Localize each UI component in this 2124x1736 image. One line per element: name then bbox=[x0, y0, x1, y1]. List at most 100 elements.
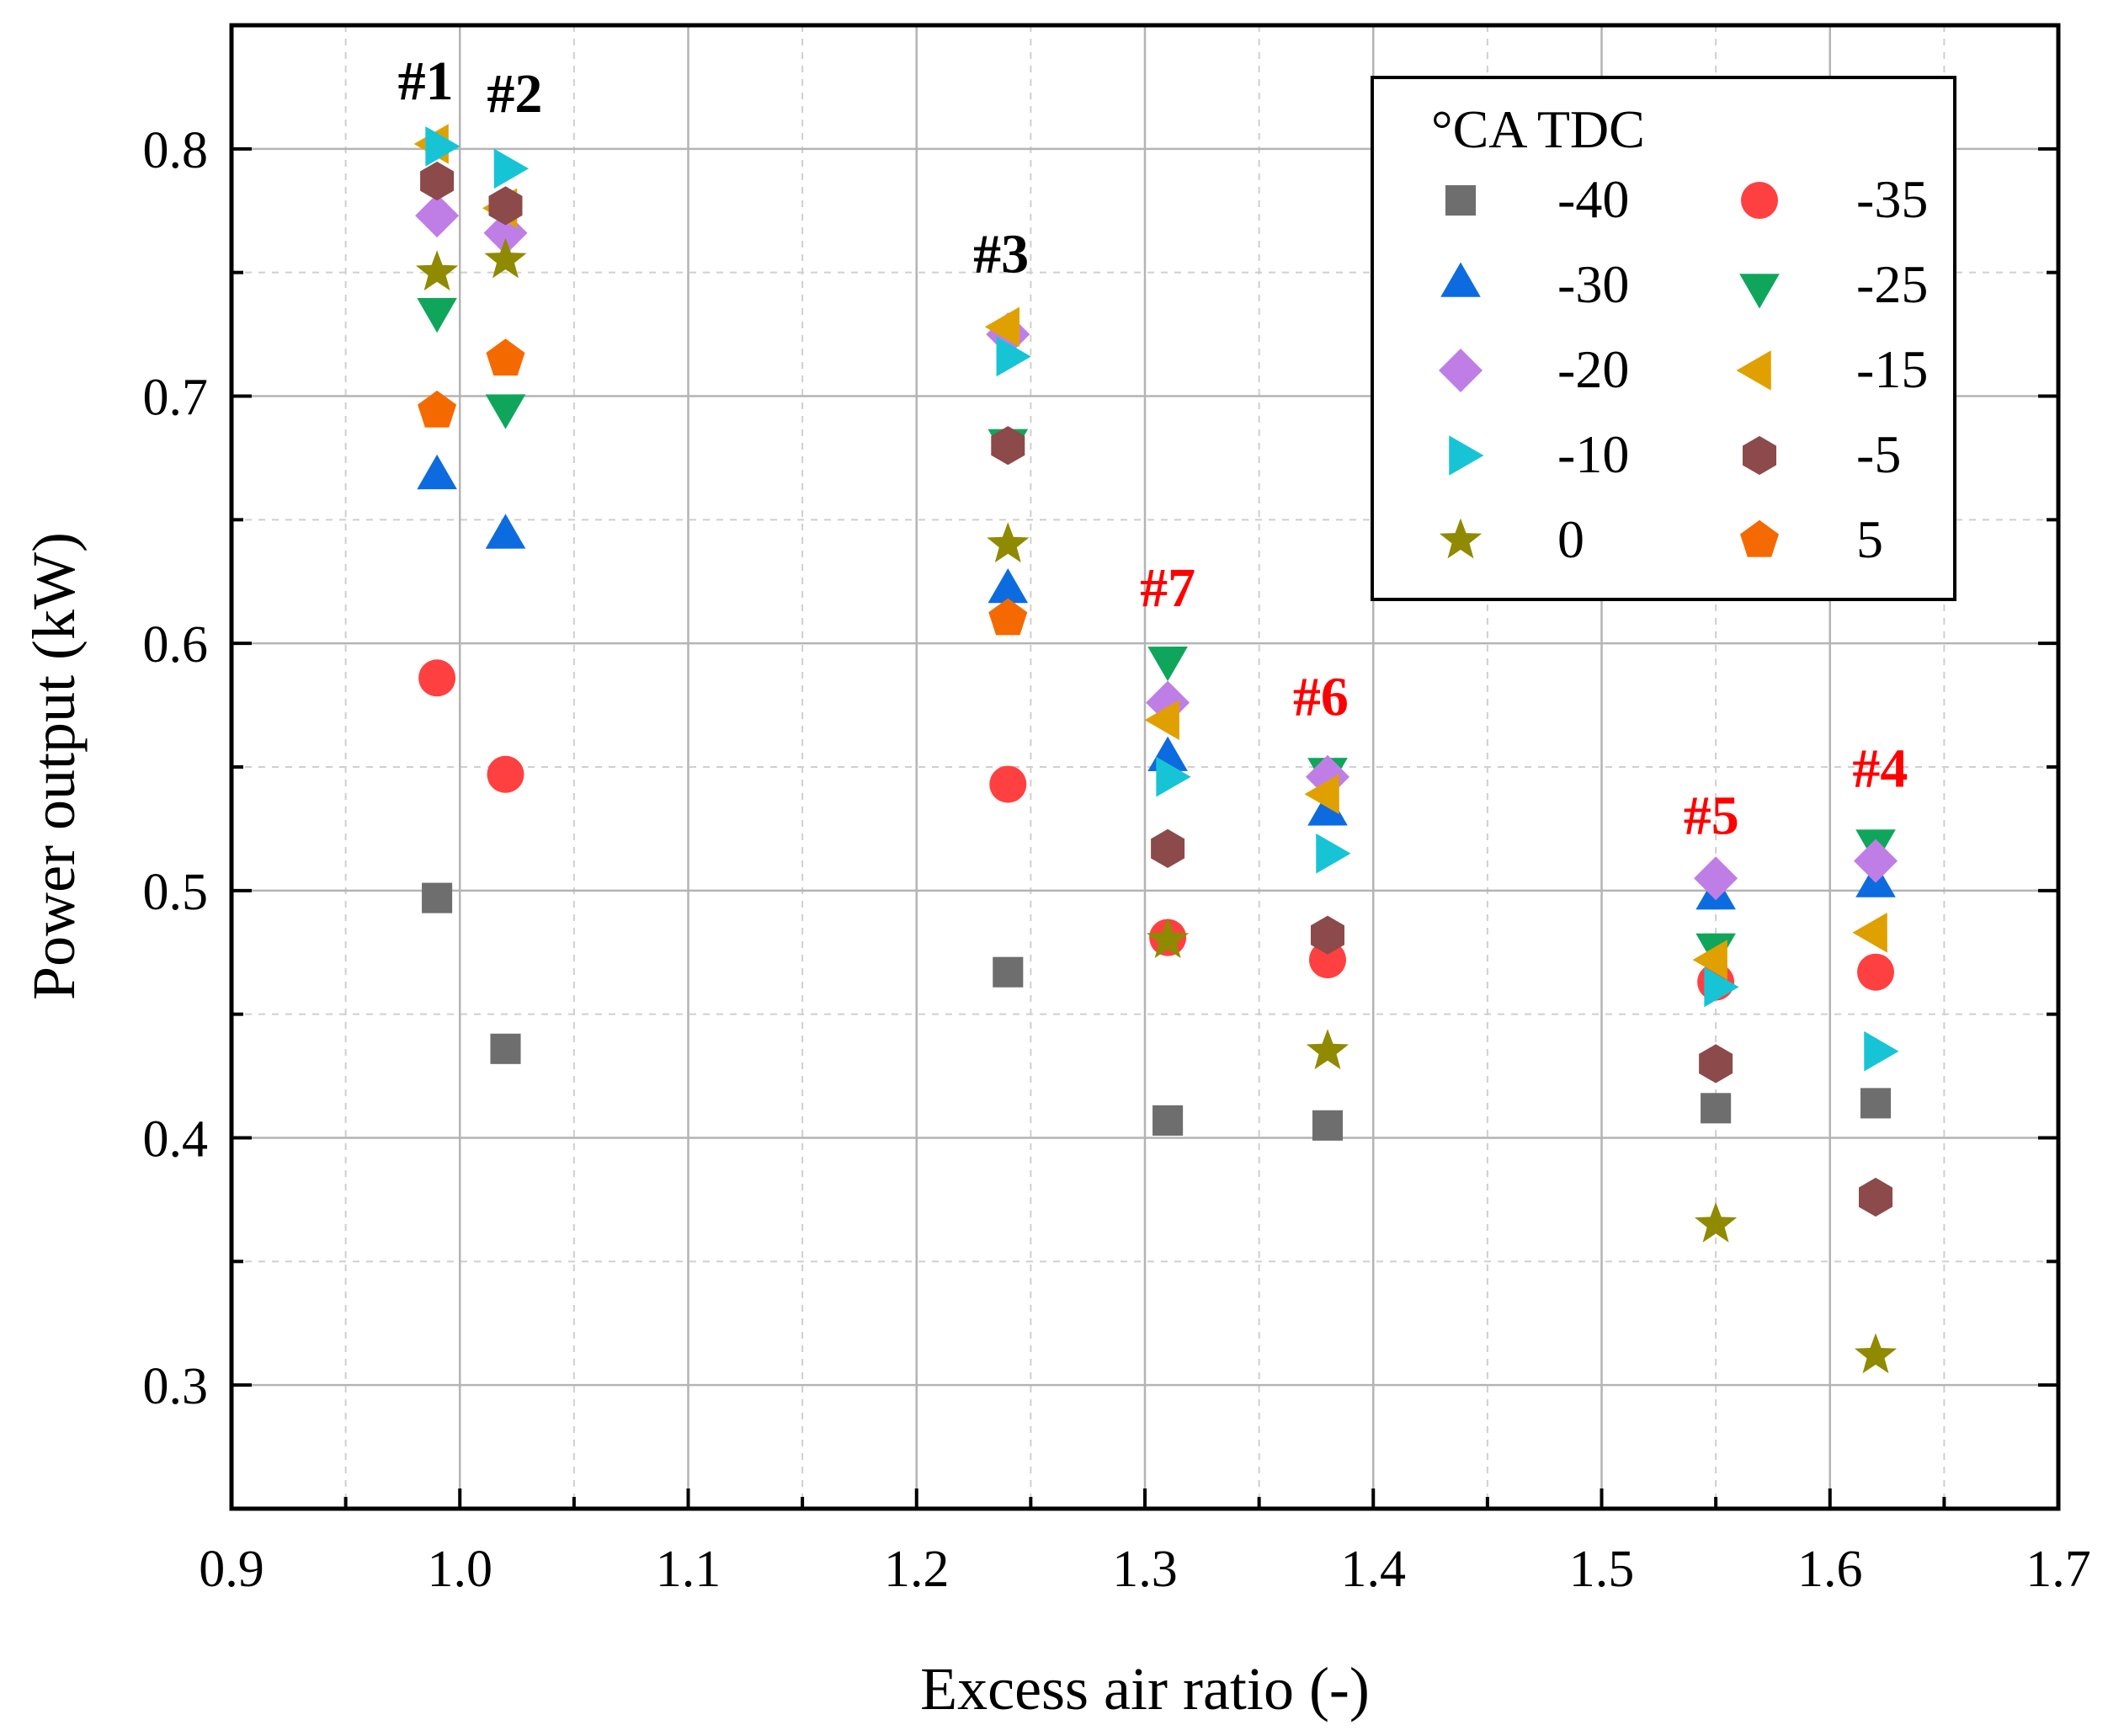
data-point-shape bbox=[418, 659, 456, 697]
legend-label: -30 bbox=[1557, 254, 1629, 314]
data-point bbox=[1147, 647, 1188, 682]
data-point-shape bbox=[1307, 791, 1348, 826]
data-point-shape bbox=[984, 306, 1020, 348]
annotation-label: #5 bbox=[1684, 785, 1739, 846]
y-tick-label: 0.4 bbox=[143, 1111, 209, 1169]
legend-label: -5 bbox=[1856, 424, 1901, 484]
data-point-shape bbox=[485, 514, 526, 549]
data-point-shape bbox=[417, 297, 457, 333]
legend-item: -30 bbox=[1440, 254, 1629, 314]
legend-title: °CA TDC bbox=[1431, 99, 1645, 159]
data-point bbox=[1144, 700, 1179, 740]
data-point bbox=[1306, 1029, 1349, 1070]
data-point bbox=[417, 297, 457, 333]
data-point bbox=[1864, 1030, 1899, 1072]
data-point bbox=[988, 598, 1028, 636]
data-point-shape bbox=[493, 148, 529, 189]
data-point bbox=[488, 186, 523, 226]
series-0 bbox=[415, 237, 1898, 1374]
data-point-shape bbox=[1857, 953, 1894, 991]
legend-item: -25 bbox=[1739, 254, 1928, 314]
legend-label: 0 bbox=[1557, 509, 1584, 569]
legend-marker bbox=[1439, 518, 1483, 559]
data-point bbox=[484, 237, 527, 279]
legend-label: -35 bbox=[1856, 169, 1928, 229]
data-point bbox=[418, 659, 456, 697]
data-point-shape bbox=[1704, 967, 1739, 1008]
data-point bbox=[1147, 918, 1190, 958]
data-point-shape bbox=[484, 237, 527, 279]
data-point-shape bbox=[1151, 828, 1185, 868]
legend-marker-shape bbox=[1740, 519, 1779, 557]
data-point-shape bbox=[1312, 1110, 1344, 1141]
legend-item: -10 bbox=[1449, 424, 1629, 484]
x-tick-label: 1.4 bbox=[1341, 1541, 1407, 1598]
x-tick-label: 1.1 bbox=[656, 1541, 721, 1598]
data-point-shape bbox=[1860, 1088, 1892, 1119]
data-marks bbox=[413, 124, 1899, 1374]
data-point bbox=[1692, 940, 1727, 980]
data-point-shape bbox=[490, 1033, 521, 1064]
data-point bbox=[1695, 1201, 1738, 1243]
y-tick-label: 0.8 bbox=[143, 122, 209, 179]
data-point bbox=[485, 514, 526, 549]
x-axis-title: Excess air ratio (-) bbox=[920, 1655, 1370, 1723]
legend-marker bbox=[1449, 435, 1484, 476]
legend-label: -15 bbox=[1856, 339, 1928, 399]
annotation-label: #6 bbox=[1293, 666, 1349, 727]
legend-marker-shape bbox=[1743, 435, 1776, 476]
data-point-shape bbox=[991, 426, 1025, 466]
data-point bbox=[993, 956, 1024, 988]
annotations: #1 #2 #3 #7 #6 #5 #4 bbox=[398, 51, 1908, 846]
data-point bbox=[996, 336, 1031, 377]
legend-item: -5 bbox=[1743, 424, 1901, 484]
data-point bbox=[415, 250, 459, 291]
data-point bbox=[1304, 774, 1339, 815]
legend-item: -35 bbox=[1741, 169, 1928, 229]
annotation-label: #2 bbox=[487, 63, 542, 125]
legend-label: -10 bbox=[1557, 424, 1629, 484]
y-tick-label: 0.7 bbox=[143, 370, 209, 427]
annotation-label: #1 bbox=[398, 51, 454, 112]
data-point bbox=[1156, 756, 1191, 797]
data-point bbox=[1859, 1177, 1892, 1217]
x-tick-label: 0.9 bbox=[199, 1541, 264, 1598]
data-point-shape bbox=[988, 598, 1028, 636]
data-point bbox=[1852, 913, 1887, 953]
x-tick-label: 1.2 bbox=[884, 1541, 950, 1598]
annotation-label: #7 bbox=[1140, 557, 1195, 619]
data-point bbox=[1699, 1044, 1733, 1084]
data-point-shape bbox=[1304, 774, 1339, 815]
legend-marker bbox=[1739, 274, 1780, 309]
data-point bbox=[420, 161, 455, 201]
data-point-shape bbox=[415, 250, 459, 291]
plot-frame bbox=[229, 23, 2061, 1511]
x-tick-label: 1.6 bbox=[1797, 1541, 1863, 1598]
x-tick-label: 1.7 bbox=[2026, 1541, 2091, 1598]
legend-marker bbox=[1445, 184, 1477, 216]
data-point bbox=[490, 1033, 521, 1064]
series-5 bbox=[418, 338, 1028, 636]
legend-label: -20 bbox=[1557, 339, 1629, 399]
data-point bbox=[422, 882, 453, 913]
data-point bbox=[487, 755, 524, 793]
data-point-shape bbox=[1311, 915, 1344, 955]
data-point-shape bbox=[1316, 833, 1351, 874]
legend-marker-shape bbox=[1439, 349, 1483, 392]
data-point-shape bbox=[487, 755, 524, 793]
data-point-shape bbox=[1859, 1177, 1892, 1217]
data-point bbox=[987, 522, 1030, 563]
data-point bbox=[1704, 967, 1739, 1008]
data-point-shape bbox=[1144, 700, 1179, 740]
data-point bbox=[1309, 941, 1346, 979]
data-point bbox=[1854, 1333, 1898, 1374]
legend-item: -15 bbox=[1736, 339, 1928, 399]
data-point-shape bbox=[486, 338, 525, 376]
data-point bbox=[485, 394, 526, 429]
data-point-shape bbox=[1692, 940, 1727, 980]
data-point-shape bbox=[996, 336, 1031, 377]
data-point bbox=[425, 126, 460, 167]
legend-marker-shape bbox=[1440, 262, 1481, 297]
legend-marker bbox=[1439, 349, 1483, 392]
